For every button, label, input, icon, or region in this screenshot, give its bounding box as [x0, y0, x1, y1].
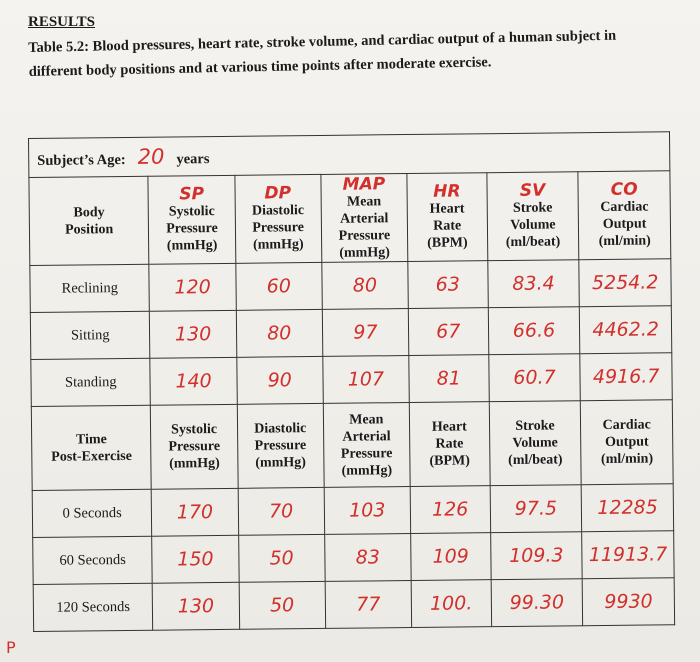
handwritten-value: 12285 — [581, 483, 674, 532]
table-body: Subject’s Age: 20 years Body Position SP Sys… — [28, 131, 675, 632]
header-cell: DP Diastolic Pressure (mmHg) — [234, 174, 322, 264]
caption: Table 5.2: Blood pressures, heart rate, … — [28, 27, 617, 80]
handwritten-abbreviation: SP — [179, 184, 205, 205]
header-cell: HR Heart Rate (BPM) — [406, 172, 488, 262]
handwritten-value: 5254.2 — [579, 258, 672, 307]
data-row: Sitting 130 80 97 67 66.6 4462.2 — [30, 305, 672, 360]
age-unit: years — [176, 151, 210, 168]
column-label: Heart Rate (BPM) — [429, 419, 470, 469]
row-label: Sitting — [30, 311, 151, 360]
handwritten-value: 150 — [152, 535, 239, 584]
handwritten-value: 97 — [322, 308, 409, 357]
column-label: Stroke Volume (ml/beat) — [508, 418, 563, 468]
column-label: Cardiac Output (ml/min) — [598, 199, 651, 250]
handwritten-value: 130 — [152, 582, 240, 631]
handwritten-value: 99.30 — [490, 578, 583, 627]
header-row: Time Post-Exercise Systolic Pressure (mmH… — [31, 399, 674, 491]
handwritten-value: 60 — [235, 262, 323, 311]
column-label: Diastolic Pressure (mmHg) — [251, 203, 305, 253]
handwritten-value: 126 — [410, 485, 491, 534]
handwritten-value: 140 — [150, 357, 237, 406]
handwritten-value: 67 — [408, 307, 489, 356]
age-cell: Subject’s Age: 20 years — [28, 131, 670, 178]
data-row: Standing 140 90 107 81 60.7 4916.7 — [30, 352, 673, 407]
handwritten-value: 83 — [324, 533, 412, 582]
column-label: Time Post-Exercise — [51, 431, 132, 465]
handwritten-value: 109.3 — [490, 531, 583, 580]
handwritten-value: 107 — [322, 355, 410, 404]
header-cell: Diastolic Pressure (mmHg) — [236, 403, 324, 489]
handwritten-value: 170 — [151, 488, 239, 537]
header-row: Body Position SP Systolic Pressure (mmHg) D… — [28, 170, 671, 266]
header-cell: Systolic Pressure (mmHg) — [150, 404, 238, 490]
age-label: Subject’s Age: — [37, 151, 126, 169]
handwritten-value: 9930 — [582, 577, 675, 626]
handwritten-value: 103 — [323, 486, 411, 535]
row-label: Reclining — [29, 264, 150, 313]
header-cell: Body Position — [28, 176, 150, 266]
handwritten-value: 63 — [407, 260, 488, 309]
row-label: Standing — [30, 358, 151, 407]
row-label: 0 Seconds — [32, 489, 153, 538]
handwritten-value: 80 — [235, 309, 323, 358]
header-cell: Cardiac Output (ml/min) — [580, 399, 674, 485]
column-label: Mean Arterial Pressure (mmHg) — [338, 193, 391, 261]
handwritten-value: 77 — [324, 580, 412, 629]
column-label: Stroke Volume (ml/beat) — [505, 200, 561, 251]
header-cell: Mean Arterial Pressure (mmHg) — [323, 402, 411, 488]
handwritten-abbreviation: SV — [519, 180, 546, 201]
handwritten-value: 120 — [149, 263, 236, 312]
handwritten-value: 81 — [408, 354, 489, 403]
column-label: Systolic Pressure (mmHg) — [166, 204, 218, 254]
handwritten-value: 66.6 — [487, 306, 581, 355]
column-label: Diastolic Pressure (mmHg) — [254, 421, 307, 471]
handwritten-value: 97.5 — [489, 484, 582, 533]
handwritten-value: 109 — [410, 532, 491, 581]
data-row: 60 Seconds 150 50 83 109 109.3 11913.7 — [32, 530, 675, 585]
row-label: 60 Seconds — [32, 536, 153, 585]
margin-mark: P — [6, 638, 16, 657]
handwritten-abbreviation: DP — [264, 183, 292, 204]
column-label: Mean Arterial Pressure (mmHg) — [340, 411, 393, 479]
handwritten-value: 80 — [321, 261, 409, 310]
handwritten-value: 50 — [238, 534, 325, 583]
row-label: 120 Seconds — [33, 583, 154, 632]
header-cell: Stroke Volume (ml/beat) — [488, 400, 582, 486]
header-cell: CO Cardiac Output (ml/min) — [578, 170, 671, 260]
age-value: 20 — [137, 144, 165, 169]
column-label: Heart Rate (BPM) — [427, 201, 468, 251]
header-cell: MAP Mean Arterial Pressure (mmHg) — [320, 173, 408, 263]
data-row: Reclining 120 60 80 63 83.4 5254.2 — [29, 258, 672, 313]
age-row: Subject’s Age: 20 years — [28, 131, 670, 178]
title: RESULTS — [28, 14, 95, 30]
handwritten-value: 130 — [149, 310, 237, 359]
results-table: Subject’s Age: 20 years Body Position SP Sys… — [28, 131, 675, 632]
handwritten-value: 90 — [236, 356, 324, 405]
handwritten-value: 50 — [238, 581, 326, 630]
header-cell: SV Stroke Volume (ml/beat) — [486, 171, 580, 261]
handwritten-abbreviation: CO — [610, 179, 638, 200]
header-cell: Heart Rate (BPM) — [409, 401, 490, 487]
handwritten-value: 70 — [237, 487, 325, 536]
handwritten-value: 100. — [411, 579, 492, 628]
header-cell: Time Post-Exercise — [31, 405, 152, 491]
handwritten-abbreviation: HR — [433, 181, 461, 202]
handwritten-value: 4916.7 — [580, 352, 673, 401]
column-label: Body Position — [64, 204, 114, 238]
data-row: 120 Seconds 130 50 77 100. 99.30 9930 — [33, 577, 675, 632]
handwritten-value: 4462.2 — [579, 305, 672, 354]
handwritten-value: 11913.7 — [581, 530, 675, 579]
column-label: Cardiac Output (ml/min) — [600, 417, 654, 468]
header-cell: SP Systolic Pressure (mmHg) — [148, 175, 236, 265]
data-row: 0 Seconds 170 70 103 126 97.5 12285 — [32, 483, 674, 538]
handwritten-value: 83.4 — [487, 259, 580, 308]
handwritten-value: 60.7 — [488, 353, 581, 402]
column-label: Systolic Pressure (mmHg) — [168, 422, 221, 472]
handwritten-abbreviation: MAP — [342, 173, 386, 195]
